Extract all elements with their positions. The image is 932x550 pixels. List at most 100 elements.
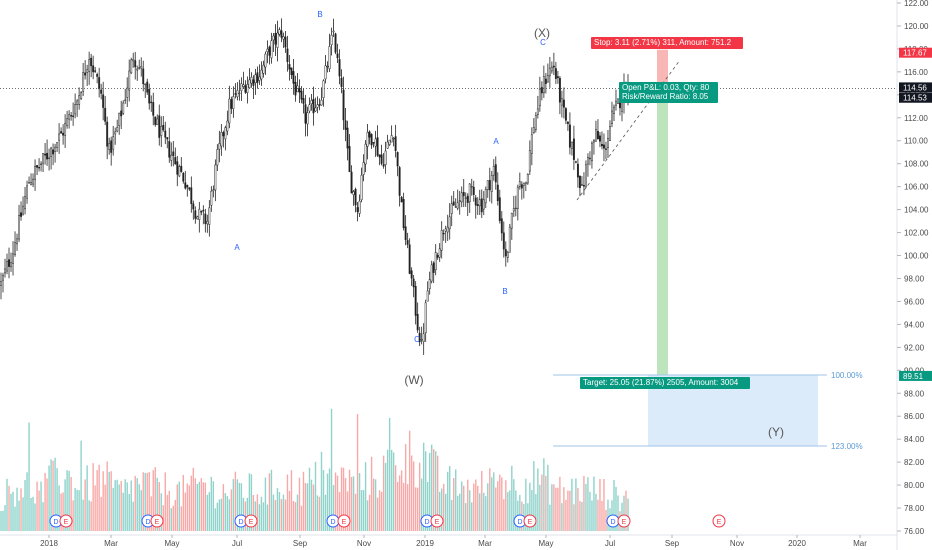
candle-body [24,196,26,210]
candle-body [172,151,175,156]
candle-body [516,186,519,209]
volume-bar [597,499,599,531]
candle-body [470,185,473,188]
candle-body [350,171,353,194]
volume-bar [320,451,323,531]
volume-bar [364,462,367,531]
volume-bar [24,480,26,531]
candle-body [204,213,207,224]
x-tick-label: Nov [357,539,371,548]
fib-label-123: 123.00% [831,442,863,451]
candle-body [248,79,251,88]
candle-body [148,89,151,104]
volume-bar [234,471,237,531]
wave-labels: A B C A B C (W) (X) (Y) [234,10,784,439]
volume-bar [190,475,193,531]
event-circle [59,514,73,528]
candle-body [314,107,317,112]
candle-body [338,59,341,77]
volume-bar [426,481,429,531]
candle-body [384,150,387,165]
volume-bar [445,493,447,531]
candle-body [366,132,369,147]
volume-bar [316,495,319,531]
candle-body [16,238,18,245]
volume-bar [447,471,449,531]
volume-bar [104,484,106,531]
x-tick-label: Nov [730,539,744,548]
y-tick-label: 96.00 [904,297,925,306]
y-tick-label: 104.00 [904,206,929,215]
volume-bar [308,467,311,531]
volume-bar [334,472,337,531]
candle-body [404,226,407,240]
candle-body [226,120,229,132]
candle-body [408,244,411,274]
candle-body [70,115,73,117]
candle-body [438,248,441,258]
volume-bar [50,459,52,531]
candle-body [390,135,393,143]
candle-body [166,137,169,140]
candle-body [90,57,93,67]
volume-bar [14,506,16,531]
volume-bar [160,493,162,531]
volume-bar [352,476,355,531]
candle-body [22,205,24,215]
candle-body [556,76,559,79]
target-zone [657,88,668,376]
x-tick-label: Jul [605,539,615,548]
candle-body [80,92,83,99]
volume-bar [252,495,255,531]
volume-bar [274,499,277,531]
candle-body [168,141,171,158]
volume-bar [362,490,365,531]
volume-bar [44,472,46,531]
volume-bar [400,470,403,531]
candle-body [486,180,489,190]
candle-body [286,48,289,62]
volume-bar [579,501,581,531]
volume-bar [366,500,369,531]
y-tick-label: 100.00 [904,252,929,261]
volume-bar [533,461,535,531]
candle-body [188,187,191,190]
volume-bar [374,479,377,531]
volume-bar [18,500,20,531]
candle-body [82,72,85,92]
candle-body [150,101,153,104]
volume-bar [286,474,289,531]
volume-bar [258,504,261,531]
volume-bar [290,470,293,531]
volume-bar [124,479,126,531]
volume-bar [280,499,283,531]
volume-bar [583,475,585,531]
candle-body [496,184,499,201]
candle-body [322,80,325,99]
volume-bar [404,444,407,531]
y-tick-label: 120.00 [904,22,929,31]
candle-body [98,77,101,90]
candle-body [244,85,247,93]
candle-body [436,254,439,258]
event-letter: D [238,519,243,526]
volume-bar [156,477,158,531]
volume-bar [455,469,457,531]
candle-body [456,202,459,209]
candle-body [30,182,33,186]
candle-body [232,96,235,109]
earnings-marker: E [523,514,537,528]
volume-bar [228,499,231,531]
volume-bar [4,505,6,531]
volume-bar [585,484,587,531]
volume-bar [495,487,497,531]
volume-bar [306,483,309,531]
candle-body [132,59,135,62]
volume-bar [72,500,74,531]
volume-bar [122,492,124,531]
volume-bar [158,482,160,531]
volume-bar [86,465,88,531]
volume-bar [346,491,349,531]
volume-bar [136,478,138,531]
